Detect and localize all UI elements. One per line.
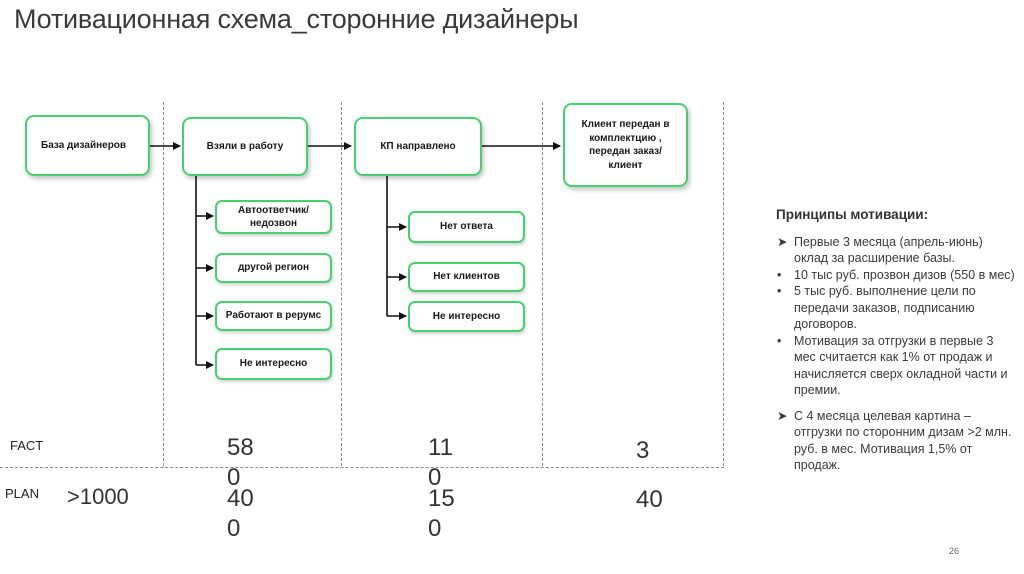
principle-item: • 5 тыс руб. выполнение цели по передачи …	[777, 284, 976, 332]
outcome-no-clients: Нет клиентов	[408, 262, 525, 292]
outcome-other-region: другой регион	[215, 253, 332, 283]
fact-value-offer-sent: 11 0	[428, 434, 453, 491]
plan-value-in-work: 40 0	[227, 485, 254, 542]
flow-step-client-handed-over: Клиент передан в комплектцию , передан з…	[563, 103, 688, 187]
outcome-not-interested: Не интересно	[215, 348, 332, 380]
plan-value-handed-over: 40	[636, 486, 663, 513]
plan-base-value: >1000	[67, 484, 129, 509]
outcome-not-interested: Не интересно	[408, 301, 525, 332]
column-divider	[542, 102, 543, 466]
outcome-autoanswer: Автоответчик/ недозвон	[215, 200, 332, 234]
principle-item: • 10 тыс руб. прозвон дизов (550 в мес)	[777, 267, 1015, 282]
plan-label: PLAN	[5, 486, 39, 501]
row-divider	[0, 467, 724, 468]
flow-step-taken-in-work: Взяли в работу	[182, 117, 308, 176]
page-number: 26	[949, 546, 960, 556]
fact-value-in-work: 58 0	[227, 434, 254, 491]
outcome-rerooms: Работают в рерумс	[215, 301, 332, 331]
bullet-icon: •	[777, 267, 782, 282]
column-divider	[341, 102, 342, 466]
column-divider	[723, 102, 724, 466]
outcome-no-answer: Нет ответа	[408, 211, 525, 243]
flow-step-offer-sent: КП направлено	[354, 117, 482, 176]
column-divider	[163, 102, 164, 466]
flow-step-designer-base: База дизайнеров	[25, 115, 150, 176]
page-title: Мотивационная схема_сторонние дизайнеры	[14, 4, 579, 34]
principle-item: ➤ С 4 месяца целевая картина – отгрузки п…	[777, 408, 1012, 473]
principle-item: • Мотивация за отгрузки в первые 3 мес сч…	[777, 333, 1008, 398]
arrow-bullet-icon: ➤	[777, 234, 788, 249]
bullet-icon: •	[777, 333, 782, 348]
motivation-principles: Принципы мотивации: ➤ Первые 3 месяца (ап…	[776, 206, 1016, 474]
fact-value-handed-over: 3	[636, 437, 650, 464]
principles-heading: Принципы мотивации:	[776, 207, 929, 222]
principle-item: ➤ Первые 3 месяца (апрель-июнь) оклад за …	[777, 234, 983, 266]
bullet-icon: •	[777, 284, 782, 299]
fact-label: FACT	[10, 438, 44, 453]
plan-value-offer-sent: 15 0	[428, 485, 455, 542]
arrow-bullet-icon: ➤	[777, 408, 788, 423]
